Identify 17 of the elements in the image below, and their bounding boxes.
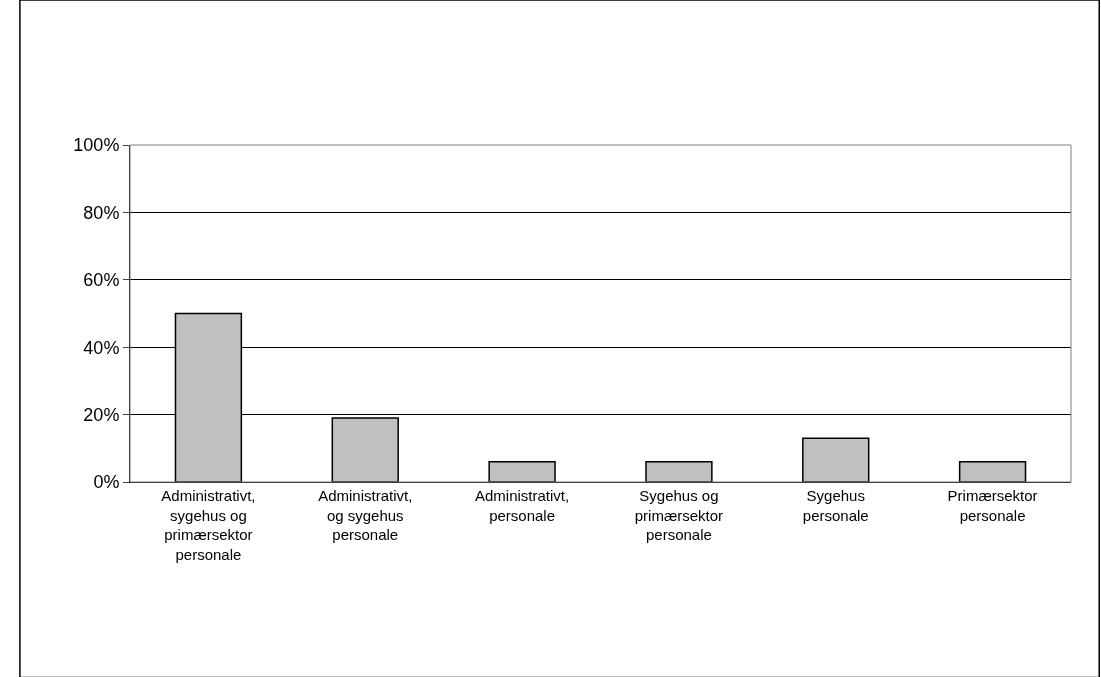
- y-tick-label: 80%: [83, 202, 120, 223]
- x-tick-label: Administrativt, og sygehus personale: [318, 487, 413, 543]
- y-tick-label: 100%: [73, 135, 120, 156]
- bar: [331, 417, 399, 482]
- bar: [958, 461, 1027, 482]
- x-tick-label: Primærsektor personale: [947, 487, 1038, 524]
- y-tick-label: 0%: [93, 472, 120, 493]
- x-tick-label: Sygehus og primærsektor personale: [634, 487, 724, 543]
- y-tick-label: 40%: [83, 337, 120, 358]
- x-tick-label: Sygehus personale: [802, 487, 869, 524]
- y-tick-label: 20%: [83, 404, 120, 425]
- bar: [802, 437, 870, 482]
- y-tick-label: 60%: [83, 270, 120, 291]
- bar: [645, 461, 713, 482]
- x-tick-label: Administrativt, personale: [474, 487, 570, 524]
- x-tick-label: Administrativt, sygehus og primærsektor personale: [161, 487, 256, 563]
- bar: [488, 461, 556, 482]
